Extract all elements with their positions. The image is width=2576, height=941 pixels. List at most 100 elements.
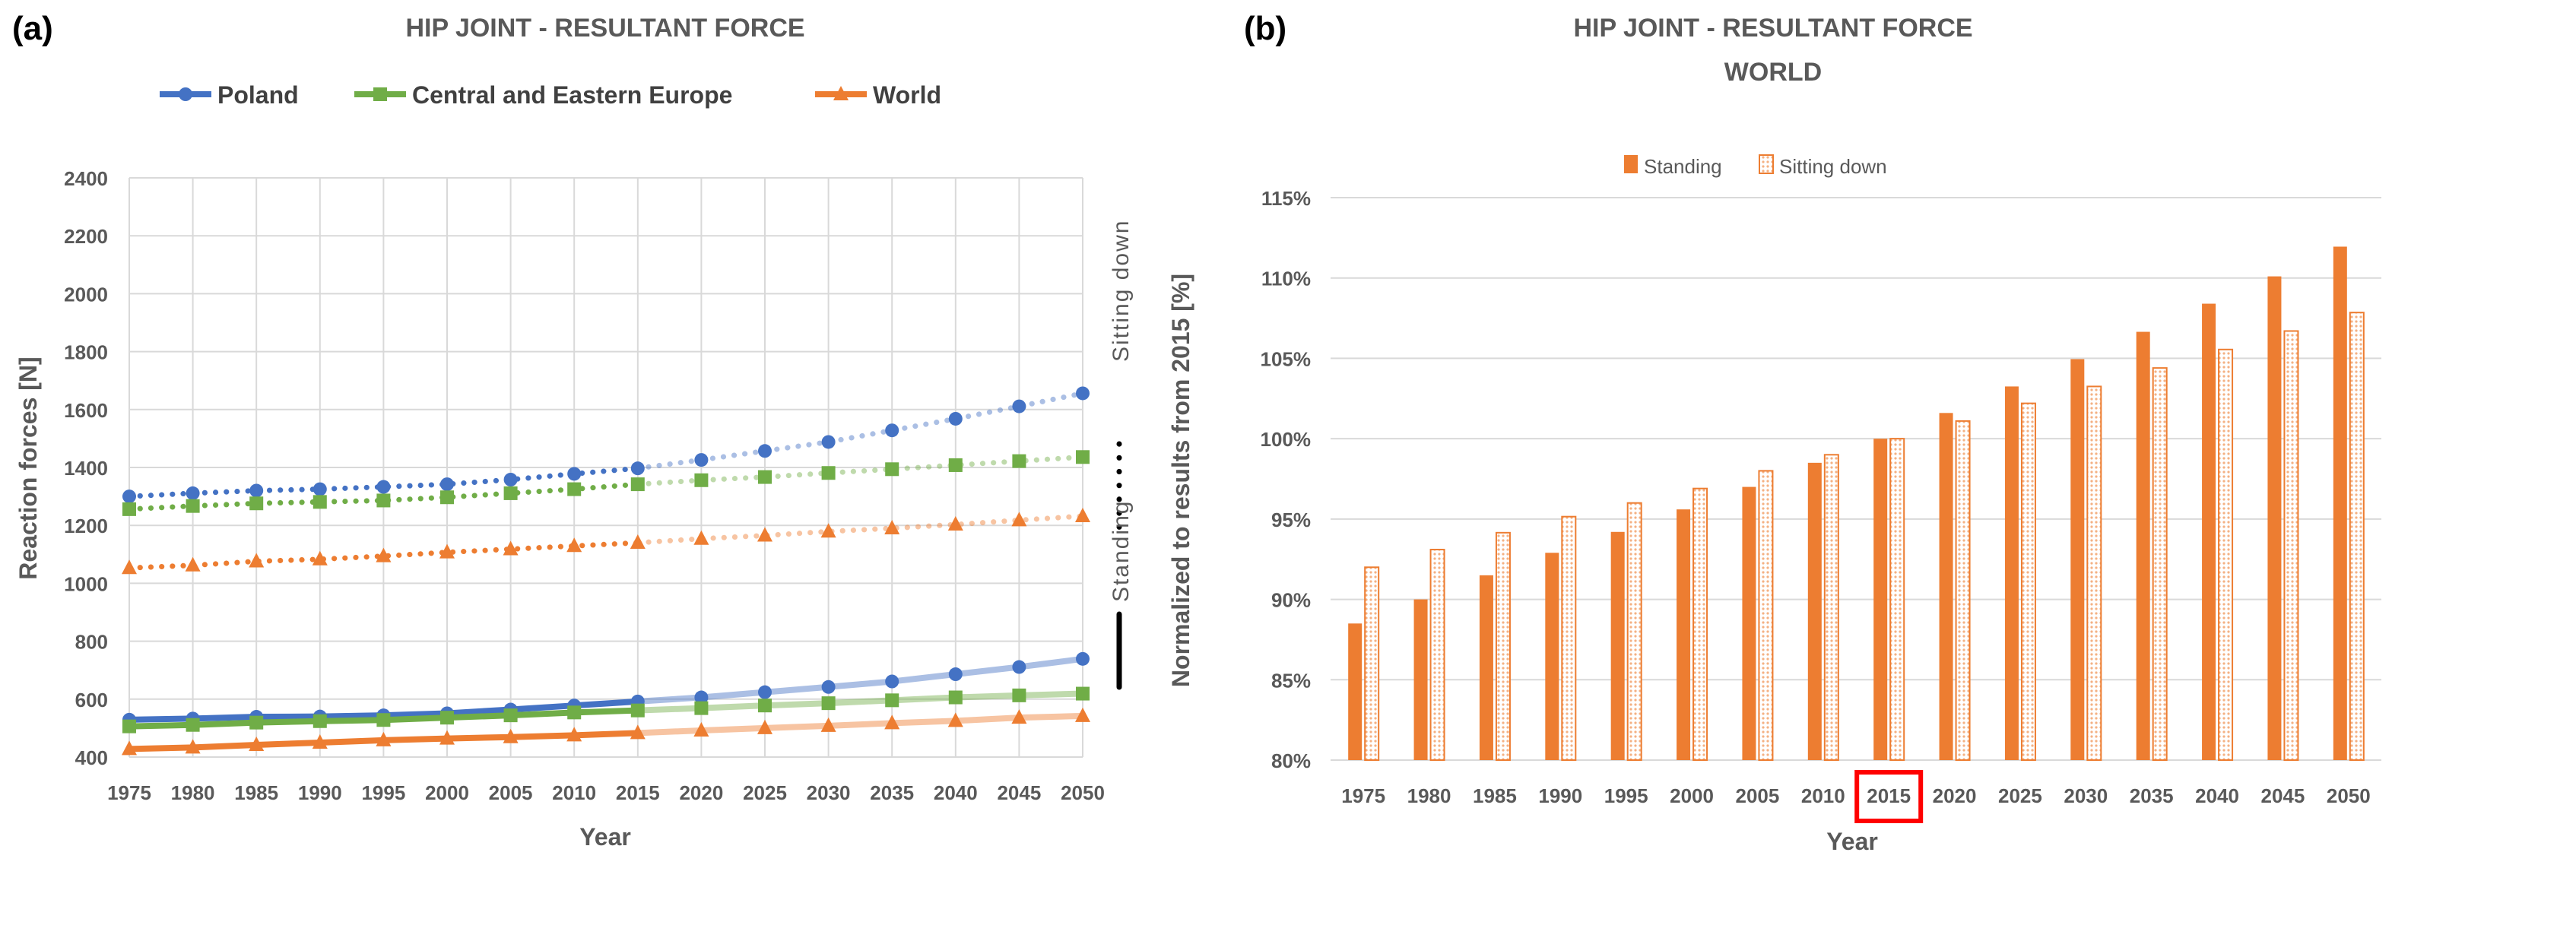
bar-sitting-down [2218, 348, 2234, 761]
sitting-point [630, 477, 645, 492]
x-tick-label: 1975 [107, 781, 151, 804]
bar-sitting-down [1561, 515, 1577, 762]
standing-point [630, 703, 645, 718]
y-tick-label: 1600 [64, 399, 108, 422]
legend-swatch-dotted-icon [1759, 154, 1774, 174]
bar-group-1975: 1975 [1341, 566, 1385, 807]
sitting-point [630, 534, 646, 550]
standing-point [1076, 686, 1090, 701]
sitting-point [821, 466, 836, 480]
bar-sitting-down [2020, 402, 2036, 762]
bar-group-2005: 2005 [1736, 470, 1780, 807]
standing-point [503, 728, 519, 743]
bar-standing [1742, 486, 1756, 760]
sitting-point [1075, 508, 1090, 523]
standing-point [249, 715, 264, 730]
x-tick-label: 2050 [2327, 784, 2371, 807]
sitting-line-projected [635, 454, 1086, 487]
legend-marker-circle-icon [179, 87, 192, 101]
sitting-point [758, 444, 772, 458]
chart-b: (b) HIP JOINT - RESULTANT FORCE WORLD St… [1167, 10, 2381, 855]
chart-a-title: HIP JOINT - RESULTANT FORCE [405, 14, 804, 43]
side-label-standing: Standing [1109, 500, 1134, 602]
bar-standing [2004, 386, 2019, 760]
x-axis-label-b: Year [1826, 828, 1878, 855]
y-tick-label: 1200 [64, 515, 108, 537]
bar-sitting-down [1758, 470, 1774, 762]
standing-point [758, 699, 772, 713]
bar-sitting-down [2152, 367, 2168, 762]
standing-point [757, 719, 772, 734]
bar-standing [2202, 303, 2216, 760]
legend-item-sitting-down: Sitting down [1759, 154, 1887, 178]
legend-item: World [815, 81, 941, 109]
x-tick-label: 2030 [807, 781, 851, 804]
x-tick-label: 2040 [934, 781, 978, 804]
sitting-point [566, 537, 582, 553]
bar-standing [1545, 553, 1559, 760]
sitting-point [694, 473, 709, 487]
grid-b: 80% 85% 90% 95% 100% 105% 110% 115% [1261, 187, 2381, 772]
sitting-line-historical [126, 481, 641, 512]
bar-sitting-down [2086, 385, 2102, 761]
y-tick-label: 95% [1271, 509, 1311, 531]
x-tick-label: 2010 [552, 781, 596, 804]
x-tick-label: 2045 [997, 781, 1041, 804]
panel-label-a: (a) [12, 10, 53, 47]
side-label-sitting: Sitting down [1109, 220, 1134, 362]
y-tick-label: 85% [1271, 669, 1311, 692]
sitting-point [122, 559, 137, 575]
standing-point [820, 717, 836, 732]
bar-sitting-down [1823, 454, 1839, 761]
x-tick-label: 2035 [2130, 784, 2174, 807]
y-tick-label: 600 [75, 689, 108, 711]
x-tick-label: 1990 [1538, 784, 1582, 807]
standing-point [376, 731, 392, 746]
x-axis-label-a: Year [579, 823, 631, 851]
standing-point [947, 712, 963, 727]
sitting-point [376, 480, 391, 494]
standing-point [630, 724, 646, 740]
y-tick-label: 115% [1261, 187, 1311, 210]
x-tick-label: 2015 [1867, 784, 1911, 807]
sitting-point [884, 520, 900, 535]
bar-standing [1610, 531, 1625, 760]
y-tick-label: 2200 [64, 225, 108, 248]
y-tick-label: 1000 [64, 572, 108, 595]
x-tick-label: 1985 [234, 781, 278, 804]
chart-a: (a) HIP JOINT - RESULTANT FORCE Poland Ce… [12, 10, 1134, 851]
bar-group-1990: 1990 [1538, 515, 1582, 807]
x-tick-label: 2005 [1736, 784, 1780, 807]
y-tick-label: 110% [1261, 268, 1311, 290]
chart-b-subtitle: WORLD [1724, 58, 1822, 87]
standing-point [821, 696, 836, 711]
bar-sitting-down [1692, 487, 1708, 762]
x-tick-label: 2020 [1933, 784, 1977, 807]
standing-point [312, 733, 328, 749]
bar-group-2045: 2045 [2261, 276, 2305, 807]
x-tick-label: 1995 [1604, 784, 1648, 807]
standing-point [567, 705, 582, 720]
standing-point [440, 711, 454, 725]
standing-point [1012, 688, 1026, 702]
legend-item: Poland [160, 81, 299, 109]
standing-point [566, 727, 582, 742]
bar-standing [1807, 462, 1822, 760]
sitting-point [312, 495, 327, 509]
series-poland [122, 386, 1090, 727]
sitting-point [758, 470, 772, 484]
sitting-line-projected [635, 513, 1086, 546]
series-world [122, 508, 1090, 756]
y-tick-label: 2400 [64, 167, 108, 190]
standing-point [122, 740, 137, 756]
highlight-box-2015 [1854, 770, 1924, 823]
sitting-point [376, 547, 392, 562]
sitting-point [122, 502, 136, 516]
standing-point [885, 693, 899, 708]
bar-group-1985: 1985 [1473, 531, 1517, 807]
panel-label-b: (b) [1244, 10, 1286, 47]
y-tick-label: 80% [1271, 749, 1311, 772]
bar-sitting-down [1495, 531, 1511, 761]
x-tick-label: 2030 [2064, 784, 2108, 807]
standing-point [693, 721, 709, 737]
